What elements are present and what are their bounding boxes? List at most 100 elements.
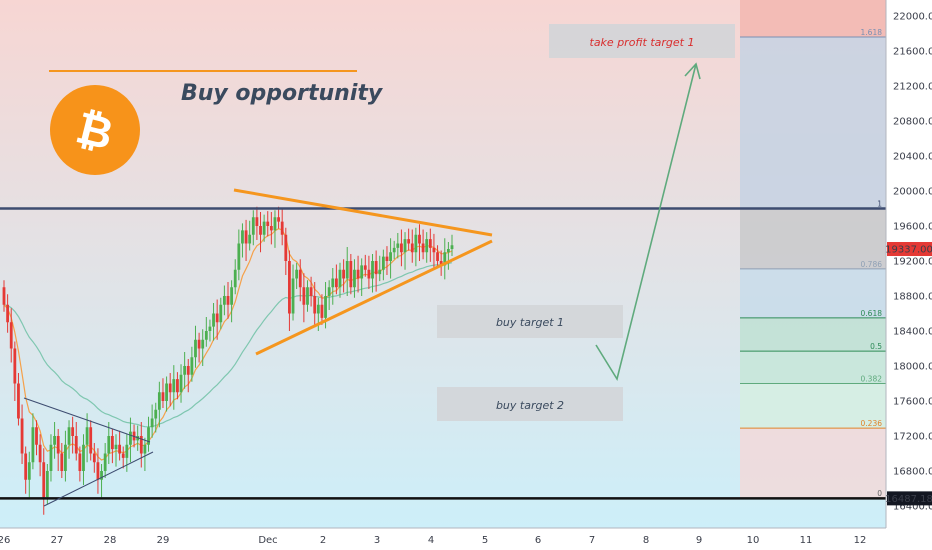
candle-body — [367, 269, 371, 279]
candle-body — [100, 471, 103, 480]
candle-body — [396, 243, 400, 248]
candle-body — [89, 427, 93, 454]
candle-body — [338, 269, 342, 288]
candle-body — [363, 265, 367, 270]
candle-body — [56, 436, 60, 454]
candle-body — [371, 261, 374, 279]
candle-body — [96, 462, 100, 480]
time-tick-label: 28 — [104, 535, 117, 546]
fib-level-label: 1.618 — [861, 28, 883, 37]
price-tick-label: 18400.00 — [893, 327, 932, 338]
take-profit-box[interactable] — [549, 24, 735, 58]
candle-body — [197, 339, 201, 349]
candle-body — [125, 444, 129, 458]
candlesticks — [2, 206, 454, 515]
fib-zone — [740, 383, 886, 429]
candle-body — [288, 261, 291, 314]
candle-body — [35, 427, 38, 445]
fib-level-label: 0.382 — [861, 375, 883, 384]
price-tick-label: 20400.00 — [893, 152, 932, 163]
candle-body — [360, 265, 364, 279]
candle-body — [78, 453, 82, 471]
candle-body — [147, 427, 150, 445]
buy-target-2-label: buy target 2 — [496, 399, 564, 412]
candle-body — [389, 252, 392, 261]
page-title: Buy opportunity — [181, 81, 384, 106]
triangle-upper-trendline — [233, 188, 493, 237]
candle-body — [407, 239, 411, 244]
candle-body — [42, 462, 46, 498]
candle-body — [385, 256, 389, 261]
candle-body — [24, 453, 28, 480]
candle-body — [222, 296, 226, 305]
candle-body — [60, 453, 64, 471]
candle-body — [295, 269, 299, 279]
candle-body — [204, 331, 208, 340]
candle-body — [176, 379, 179, 393]
small-triangle-upper — [23, 397, 151, 443]
candle-body — [381, 256, 385, 270]
candle-body — [82, 444, 85, 471]
current-price-label: 19337.00 — [885, 245, 932, 256]
fib-level-label: 0 — [877, 489, 882, 498]
candle-body — [320, 304, 324, 318]
candle-body — [212, 313, 215, 327]
candle-body — [324, 296, 327, 318]
candle-body — [436, 252, 439, 261]
time-axis[interactable] — [0, 528, 932, 550]
fib-zone — [740, 268, 886, 318]
price-axis[interactable] — [886, 0, 932, 550]
candle-body — [230, 287, 234, 305]
candle-body — [392, 247, 396, 253]
time-tick-label: 2 — [320, 535, 326, 546]
fib-zone — [740, 0, 886, 37]
candle-body — [443, 252, 447, 266]
candle-body — [114, 444, 118, 450]
time-tick-label: 29 — [157, 535, 170, 546]
take-profit-label: take profit target 1 — [590, 36, 695, 49]
candle-body — [331, 278, 335, 288]
fib-level-label: 0.5 — [870, 342, 882, 351]
time-tick-label: 11 — [800, 535, 813, 546]
time-tick-label: 9 — [696, 535, 702, 546]
candle-body — [103, 453, 107, 471]
projection-arrow — [595, 63, 697, 382]
candle-body — [129, 431, 132, 445]
candle-body — [251, 217, 255, 235]
buy-target-2-box[interactable] — [437, 387, 623, 421]
time-tick-label: 26 — [0, 535, 10, 546]
candle-body — [183, 366, 187, 375]
price-tick-label: 17600.00 — [893, 397, 932, 408]
candle-body — [414, 234, 418, 253]
candle-body — [327, 287, 331, 296]
fib-level-label: 0.618 — [861, 309, 883, 318]
time-tick-label: 7 — [589, 535, 595, 546]
price-tick-label: 17200.00 — [893, 432, 932, 443]
price-tick-label: 18800.00 — [893, 292, 932, 303]
candle-body — [121, 453, 125, 458]
candle-body — [6, 304, 10, 323]
buy-target-1-box[interactable] — [437, 305, 623, 338]
candle-body — [277, 217, 280, 222]
fib-level-label: 0.786 — [861, 260, 883, 269]
candle-body — [353, 269, 356, 288]
candle-body — [284, 234, 288, 261]
candle-body — [157, 392, 161, 410]
candle-body — [20, 418, 24, 454]
buy-target-1-label: buy target 1 — [496, 316, 564, 329]
time-tick-label: 10 — [747, 535, 760, 546]
time-tick-label: 4 — [428, 535, 434, 546]
triangle-lower-trendline — [255, 239, 493, 356]
fib-zone — [740, 208, 886, 269]
candle-body — [53, 436, 56, 445]
candle-body — [110, 436, 114, 450]
candle-body — [410, 243, 414, 253]
candle-body — [186, 366, 190, 375]
price-badges: 19337.00 16487.18 — [885, 242, 932, 506]
candle-body — [150, 418, 154, 428]
time-tick-label: 27 — [51, 535, 64, 546]
candle-body — [345, 261, 349, 279]
current-price-badge — [887, 242, 932, 257]
time-tick-label: 6 — [535, 535, 541, 546]
